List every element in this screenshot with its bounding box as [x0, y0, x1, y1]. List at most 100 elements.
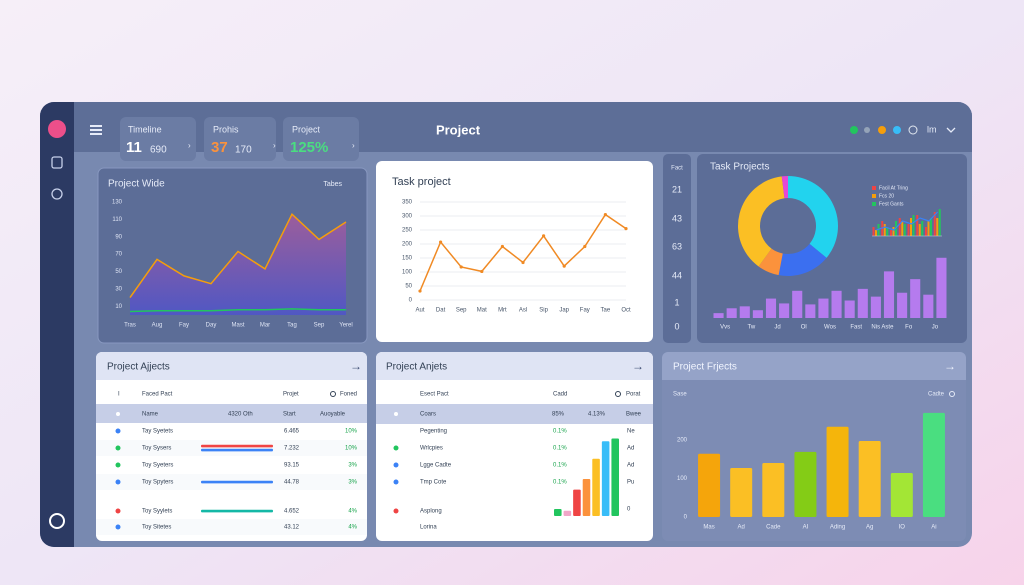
panel-title: Project Anjets	[386, 362, 447, 373]
y-tick-label: 250	[402, 228, 413, 234]
status-dot	[393, 479, 399, 485]
bar	[794, 451, 817, 517]
card-arrow[interactable]: ›	[188, 141, 191, 150]
nav-icon[interactable]	[51, 156, 63, 169]
status-dot	[115, 445, 121, 451]
mini-bar	[936, 218, 939, 236]
open-arrow[interactable]: →	[350, 359, 362, 373]
column-header: Porat	[626, 392, 641, 398]
mini-bar	[898, 218, 901, 236]
row-percent: 3%	[348, 463, 357, 469]
x-tick-label: Mat	[477, 308, 487, 314]
y-tick-label: 10	[115, 304, 122, 310]
radio[interactable]	[330, 391, 336, 397]
card-arrow[interactable]: ›	[273, 141, 276, 150]
radio[interactable]	[949, 391, 955, 397]
y-tick-label: 150	[402, 256, 413, 262]
bar	[923, 294, 934, 318]
filter-label: Cadte	[928, 392, 945, 398]
fact-value: 43	[672, 213, 682, 223]
row-percent: 0.1%	[553, 463, 567, 469]
legend-label: Fest Gants	[879, 201, 904, 207]
row-name: Asplong	[420, 509, 442, 515]
row	[96, 440, 367, 456]
row-value: 7.232	[284, 446, 300, 452]
x-tick-label: Cade	[766, 525, 781, 531]
point	[624, 227, 628, 231]
status-icon[interactable]	[850, 126, 858, 134]
settings-icon[interactable]	[49, 513, 65, 529]
panel-button[interactable]: Tabes	[323, 181, 342, 188]
mini-bar	[907, 224, 910, 236]
y-tick-label: 30	[115, 287, 122, 293]
row-percent: 4%	[348, 509, 357, 515]
stat-card[interactable]	[283, 117, 359, 161]
open-arrow[interactable]: →	[632, 359, 644, 373]
bar	[739, 306, 750, 318]
legend-swatch	[872, 186, 876, 190]
bar	[726, 308, 737, 318]
card-label: Project	[292, 124, 321, 134]
panel-title: Task project	[392, 176, 451, 188]
side-label: Ad	[627, 463, 634, 469]
side-label: 0	[627, 507, 631, 513]
x-tick-label: Fo	[905, 325, 913, 331]
point	[583, 244, 587, 249]
row-name: Wrlcpies	[420, 446, 443, 452]
avatar[interactable]	[48, 120, 66, 138]
panel-header	[376, 352, 653, 380]
status-dot	[115, 479, 121, 485]
status-icon[interactable]	[864, 127, 870, 133]
fact-value: 44	[672, 270, 682, 280]
x-tick-label: Day	[206, 323, 217, 329]
legend-swatch	[872, 194, 876, 198]
stat-card[interactable]	[204, 117, 276, 161]
x-tick-label: Dat	[436, 308, 446, 314]
y-tick-label: 0	[684, 515, 688, 521]
line	[129, 212, 347, 299]
card-value: 11	[126, 139, 142, 156]
stat-card[interactable]	[120, 117, 196, 161]
bar	[831, 290, 842, 318]
mini-bar	[901, 221, 904, 236]
x-tick-label: AI	[803, 525, 809, 531]
user-name[interactable]: lm	[927, 124, 937, 134]
row	[96, 423, 367, 439]
bar	[762, 463, 785, 517]
bar	[883, 271, 895, 318]
card-arrow[interactable]: ›	[352, 141, 355, 150]
row-name: Toy Spyters	[142, 480, 173, 486]
x-tick-label: Jd	[774, 325, 780, 331]
row-value: 43.12	[284, 525, 300, 531]
status-icon[interactable]	[878, 126, 886, 134]
bar	[857, 288, 868, 318]
point	[480, 269, 484, 274]
status-icon[interactable]	[893, 126, 901, 134]
x-tick-label: Sep	[456, 308, 467, 314]
bar	[611, 438, 619, 516]
status-dot	[115, 508, 121, 514]
bar	[936, 257, 947, 318]
nav-icon[interactable]	[51, 188, 63, 200]
status-icon[interactable]	[908, 125, 918, 135]
subheader-cell: Start	[283, 412, 296, 418]
open-arrow[interactable]: →	[944, 359, 956, 373]
menu-icon[interactable]	[90, 125, 102, 135]
subheader-cell: Bwee	[626, 412, 642, 418]
column-header: Esect Pact	[420, 392, 449, 398]
x-tick-label: Fay	[580, 308, 590, 314]
mini-bar	[890, 230, 892, 236]
fact-value: 21	[672, 184, 682, 194]
status-dot	[115, 462, 121, 468]
side-label: Pu	[627, 480, 634, 486]
status-dot	[393, 445, 399, 451]
x-tick-label: Mast	[231, 323, 244, 329]
card-sub: 170	[235, 145, 252, 156]
x-tick-label: IO	[899, 525, 906, 531]
chevron[interactable]	[946, 127, 956, 133]
x-tick-label: Ol	[801, 325, 807, 331]
radio[interactable]	[615, 391, 621, 397]
bar	[890, 473, 913, 517]
row-name: Pegenting	[420, 429, 447, 435]
bar	[554, 508, 562, 516]
